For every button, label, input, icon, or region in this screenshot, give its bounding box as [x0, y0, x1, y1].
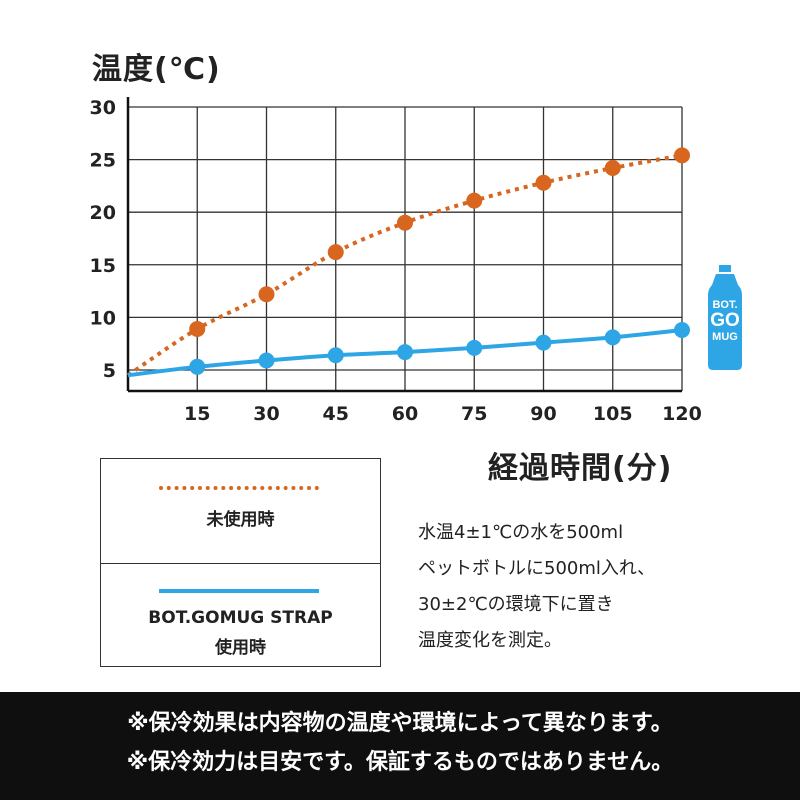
note-line: 水温4±1℃の水を500ml — [418, 522, 624, 543]
disclaimer-footer: ※保冷効果は内容物の温度や環境によって異なります。 ※保冷効力は目安です。保証す… — [0, 692, 800, 800]
y-tick-label: 25 — [90, 150, 116, 172]
note-line: ペットボトルに500ml入れ、 — [418, 558, 656, 579]
x-tick-label: 60 — [392, 403, 418, 425]
legend-swatch-dotted — [159, 486, 319, 490]
note-line: 温度変化を測定。 — [418, 630, 562, 651]
data-point-strap — [674, 321, 690, 338]
disclaimer-line: ※保冷効果は内容物の温度や環境によって異なります。 — [127, 711, 673, 736]
data-point-unused — [674, 147, 690, 164]
legend-label-strap-used: 使用時 — [215, 637, 266, 658]
x-tick-label: 120 — [662, 403, 702, 425]
data-point-strap — [327, 347, 344, 364]
test-conditions-note: 水温4±1℃の水を500ml ペットボトルに500ml入れ、 30±2℃の環境下… — [418, 515, 748, 659]
chart-legend: 未使用時 BOT.GOMUG STRAP 使用時 — [100, 458, 381, 667]
y-tick-label: 10 — [90, 307, 116, 329]
legend-label-strap: BOT.GOMUG STRAP — [148, 607, 333, 628]
x-tick-labels: 15 30 45 60 75 90 105 120 — [184, 403, 702, 425]
bot-gomug-logo: BOT. GO MUG — [705, 265, 745, 371]
bottle-icon — [708, 265, 742, 370]
y-tick-label: 30 — [90, 97, 116, 119]
legend-item-strap: BOT.GOMUG STRAP 使用時 — [101, 563, 380, 667]
y-tick-label: 20 — [90, 202, 116, 224]
data-point-strap — [466, 339, 483, 356]
logo-text-mug: MUG — [712, 331, 738, 343]
x-tick-label: 45 — [323, 403, 349, 425]
legend-swatch-solid — [159, 588, 319, 593]
data-point-strap — [397, 344, 413, 361]
legend-label-unused: 未使用時 — [206, 510, 275, 530]
x-tick-label: 90 — [530, 403, 556, 425]
x-tick-label: 105 — [593, 403, 633, 425]
x-tick-label: 15 — [184, 403, 210, 425]
temperature-chart: 5 10 15 20 25 30 15 30 45 60 75 90 105 120 — [90, 97, 702, 425]
data-point-strap — [189, 358, 206, 375]
data-point-strap — [258, 352, 275, 369]
x-tick-label: 75 — [461, 403, 487, 425]
chart-series — [126, 147, 690, 378]
data-point-unused — [466, 192, 483, 209]
data-point-unused — [327, 244, 344, 261]
y-tick-label: 5 — [103, 360, 116, 382]
data-point-unused — [397, 214, 413, 231]
data-point-unused — [258, 286, 275, 303]
x-tick-label: 30 — [253, 403, 279, 425]
data-point-unused — [535, 174, 552, 191]
data-point-strap — [604, 329, 621, 346]
legend-item-unused: 未使用時 — [101, 459, 380, 564]
y-tick-labels: 5 10 15 20 25 30 — [90, 97, 116, 382]
logo-text-go: GO — [710, 310, 740, 331]
disclaimer-line: ※保冷効力は目安です。保証するものではありません。 — [126, 750, 674, 775]
y-tick-label: 15 — [90, 255, 116, 277]
note-line: 30±2℃の環境下に置き — [418, 594, 614, 615]
data-point-unused — [189, 320, 206, 337]
chart-grid — [126, 97, 683, 393]
x-axis-title: 経過時間(分) — [488, 451, 673, 486]
y-axis-title: 温度(℃) — [92, 52, 221, 87]
logo-text-bot: BOT. — [712, 299, 738, 311]
data-point-strap — [535, 334, 552, 351]
data-point-unused — [604, 160, 621, 177]
